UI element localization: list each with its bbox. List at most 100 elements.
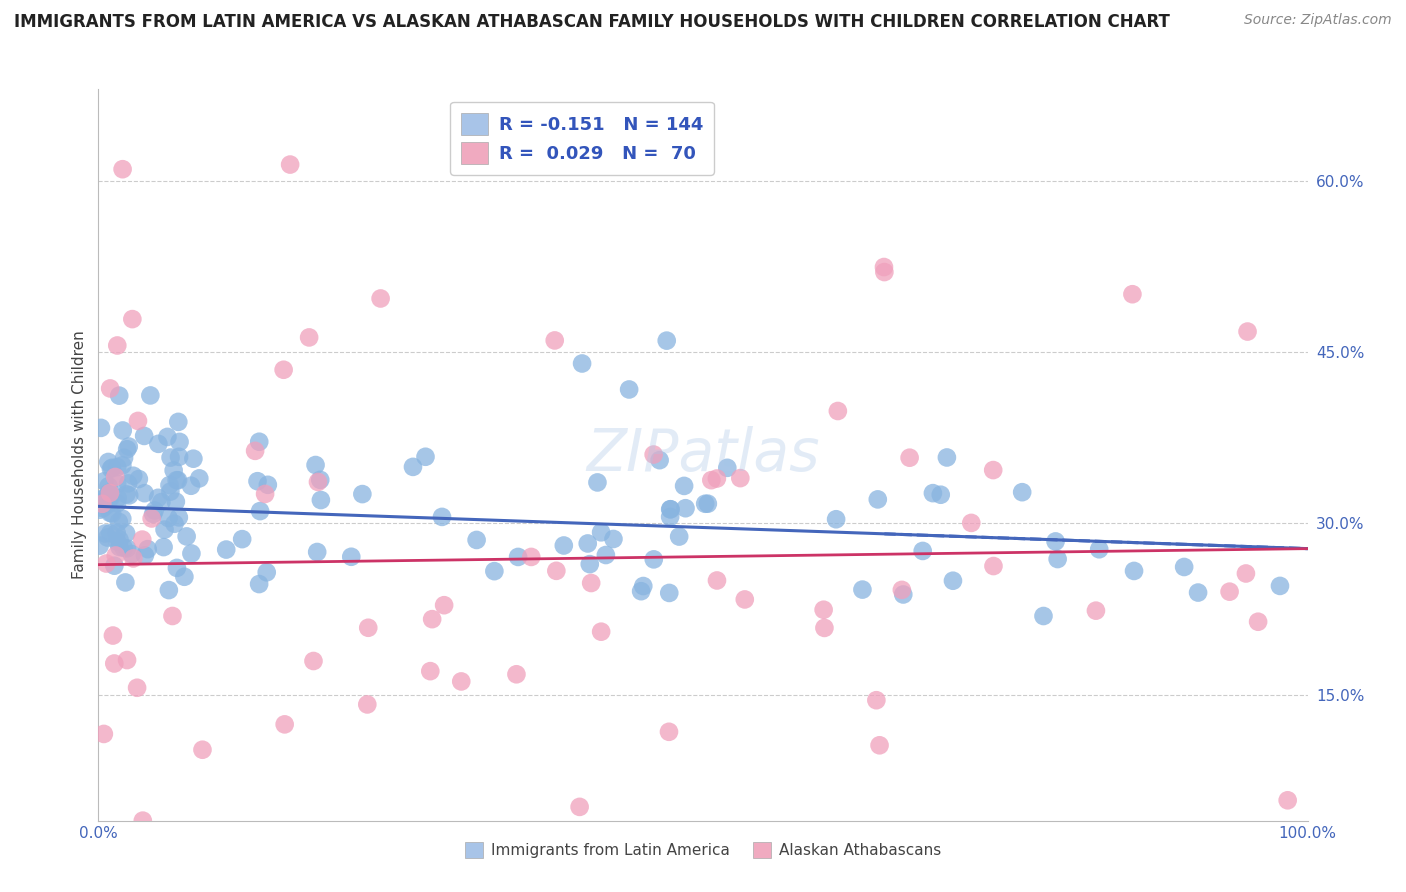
Point bbox=[633, 579, 655, 593]
Point bbox=[98, 381, 121, 395]
Point bbox=[256, 566, 278, 580]
Legend: Immigrants from Latin America, Alaskan Athabascans: Immigrants from Latin America, Alaskan A… bbox=[458, 836, 948, 864]
Point bbox=[304, 458, 326, 472]
Point bbox=[215, 542, 238, 557]
Point bbox=[658, 724, 681, 739]
Point bbox=[655, 334, 678, 348]
Point bbox=[576, 536, 599, 550]
Text: IMMIGRANTS FROM LATIN AMERICA VS ALASKAN ATHABASCAN FAMILY HOUSEHOLDS WITH CHILD: IMMIGRANTS FROM LATIN AMERICA VS ALASKAN… bbox=[14, 13, 1170, 31]
Point bbox=[98, 486, 121, 500]
Point bbox=[183, 451, 205, 466]
Point bbox=[108, 540, 131, 554]
Point bbox=[307, 545, 329, 559]
Point bbox=[911, 544, 934, 558]
Point bbox=[93, 491, 115, 505]
Point bbox=[115, 487, 138, 501]
Point bbox=[118, 488, 141, 502]
Point bbox=[256, 478, 278, 492]
Point bbox=[105, 338, 128, 352]
Point bbox=[249, 504, 271, 518]
Point bbox=[922, 486, 945, 500]
Point bbox=[546, 564, 568, 578]
Point bbox=[898, 450, 921, 465]
Point bbox=[578, 557, 600, 571]
Point bbox=[553, 539, 575, 553]
Point bbox=[108, 533, 131, 547]
Point bbox=[544, 334, 567, 348]
Point bbox=[107, 491, 129, 505]
Point bbox=[247, 577, 270, 591]
Point bbox=[93, 474, 115, 488]
Point bbox=[112, 541, 135, 555]
Point bbox=[131, 533, 153, 547]
Point bbox=[231, 532, 253, 546]
Point bbox=[167, 510, 190, 524]
Point bbox=[96, 557, 118, 571]
Point bbox=[430, 509, 453, 524]
Point bbox=[247, 434, 270, 449]
Point bbox=[309, 473, 332, 487]
Point bbox=[115, 653, 138, 667]
Point bbox=[108, 389, 131, 403]
Point bbox=[165, 494, 187, 508]
Point bbox=[163, 516, 186, 531]
Point bbox=[105, 534, 128, 549]
Point bbox=[307, 475, 329, 489]
Point bbox=[167, 450, 190, 464]
Point bbox=[420, 612, 443, 626]
Point bbox=[370, 292, 392, 306]
Point bbox=[132, 814, 155, 828]
Point bbox=[873, 265, 896, 279]
Point bbox=[111, 511, 134, 525]
Point bbox=[89, 492, 111, 507]
Point bbox=[91, 497, 114, 511]
Point bbox=[340, 549, 363, 564]
Point bbox=[813, 621, 835, 635]
Point bbox=[357, 621, 380, 635]
Point bbox=[104, 549, 127, 563]
Point bbox=[159, 478, 181, 492]
Point bbox=[104, 470, 127, 484]
Point bbox=[169, 434, 191, 449]
Point bbox=[94, 526, 117, 541]
Point bbox=[1121, 287, 1143, 301]
Point bbox=[302, 654, 325, 668]
Point bbox=[191, 743, 214, 757]
Point bbox=[700, 473, 723, 487]
Point bbox=[1032, 609, 1054, 624]
Point bbox=[157, 511, 180, 525]
Point bbox=[1123, 564, 1146, 578]
Point bbox=[156, 430, 179, 444]
Point bbox=[659, 502, 682, 516]
Point bbox=[1277, 793, 1299, 807]
Point bbox=[167, 473, 190, 487]
Point bbox=[1088, 542, 1111, 557]
Point bbox=[105, 460, 128, 475]
Point bbox=[579, 576, 602, 591]
Point bbox=[506, 549, 529, 564]
Point bbox=[278, 157, 301, 171]
Point bbox=[93, 727, 115, 741]
Point bbox=[1084, 604, 1107, 618]
Point bbox=[505, 667, 527, 681]
Point bbox=[148, 437, 170, 451]
Point bbox=[450, 674, 472, 689]
Point bbox=[159, 484, 181, 499]
Point bbox=[121, 547, 143, 561]
Point bbox=[101, 507, 124, 521]
Point bbox=[484, 564, 506, 578]
Point bbox=[1247, 615, 1270, 629]
Point bbox=[143, 503, 166, 517]
Point bbox=[134, 429, 156, 443]
Point bbox=[298, 330, 321, 344]
Y-axis label: Family Households with Children: Family Households with Children bbox=[72, 331, 87, 579]
Point bbox=[659, 502, 682, 516]
Point bbox=[352, 487, 374, 501]
Point bbox=[122, 468, 145, 483]
Point bbox=[96, 499, 118, 513]
Point bbox=[402, 459, 425, 474]
Point bbox=[942, 574, 965, 588]
Point bbox=[134, 486, 156, 500]
Point bbox=[730, 471, 752, 485]
Point bbox=[157, 583, 180, 598]
